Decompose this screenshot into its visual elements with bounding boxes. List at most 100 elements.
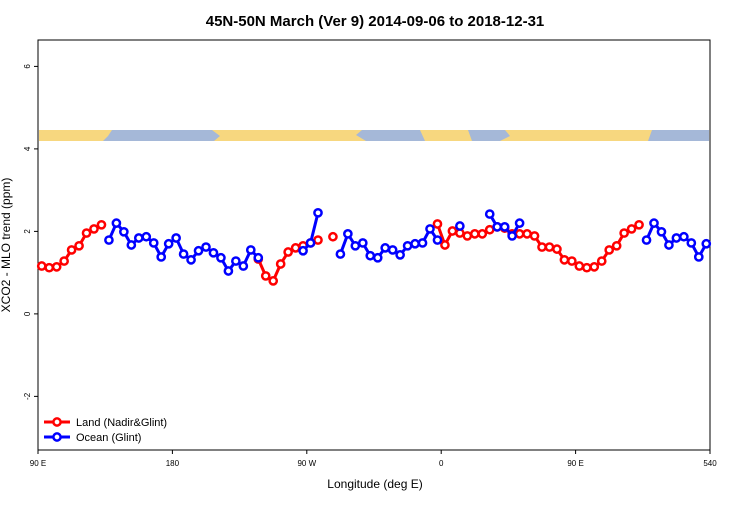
data-point: [380, 243, 391, 253]
data-point: [671, 233, 682, 243]
data-point: [201, 242, 211, 252]
data-point: [440, 240, 450, 250]
data-point: [626, 224, 637, 234]
data-point: [462, 231, 473, 241]
data-point: [499, 222, 510, 232]
data-point: [156, 252, 167, 262]
data-point: [81, 228, 92, 238]
data-point: [559, 254, 570, 265]
chart-title: 45N-50N March (Ver 9) 2014-09-06 to 2018…: [206, 13, 545, 30]
y-axis-title: XCO2 - MLO trend (ppm): [0, 178, 13, 313]
legend-label: Ocean (Glint): [76, 432, 141, 444]
data-point: [133, 233, 144, 243]
data-point: [350, 240, 361, 251]
data-point: [686, 238, 697, 248]
data-point: [104, 235, 114, 245]
x-tick-label: 90 E: [567, 459, 583, 468]
data-point: [171, 233, 181, 243]
data-point: [529, 231, 540, 241]
data-point: [275, 259, 286, 269]
data-point: [313, 235, 323, 245]
data-point: [514, 229, 525, 239]
data-point: [679, 231, 689, 242]
data-point: [604, 245, 615, 255]
data-point: [44, 262, 55, 273]
plot-frame: [37, 39, 711, 451]
legend-marker: [52, 432, 62, 442]
data-point: [290, 243, 301, 253]
data-point: [298, 245, 308, 256]
data-point: [305, 238, 316, 248]
data-point: [111, 218, 122, 228]
data-point: [372, 252, 383, 263]
data-point: [51, 262, 62, 272]
data-point: [656, 226, 667, 237]
data-point: [589, 262, 600, 272]
data-point: [484, 224, 495, 235]
x-tick-label: 90 W: [297, 459, 316, 468]
data-point: [701, 238, 712, 249]
data-point: [395, 250, 405, 260]
data-point: [619, 228, 629, 238]
data-point: [268, 276, 279, 286]
legend-label: Land (Nadir&Glint): [76, 417, 167, 429]
data-point: [425, 224, 435, 234]
data-point: [208, 247, 219, 258]
data-point: [178, 249, 189, 259]
data-point: [387, 245, 398, 255]
data-point: [238, 261, 249, 271]
data-point: [537, 242, 547, 252]
data-point: [649, 218, 659, 228]
y-tick-label: 4: [23, 146, 32, 151]
data-point: [477, 229, 488, 239]
data-point: [634, 219, 644, 230]
data-point: [484, 209, 495, 219]
x-tick-label: 90 E: [30, 459, 46, 468]
data-point: [343, 229, 353, 239]
data-point: [66, 245, 77, 255]
data-point: [36, 261, 47, 271]
x-axis-title: Longitude (deg E): [327, 477, 422, 491]
data-point: [492, 222, 503, 232]
data-point: [410, 238, 420, 249]
y-tick-label: 2: [23, 229, 32, 234]
data-point: [216, 252, 226, 263]
x-tick-label: 180: [166, 459, 180, 468]
data-point: [283, 247, 293, 257]
y-tick-label: 6: [23, 64, 32, 69]
data-point: [335, 249, 346, 259]
data-point: [664, 240, 674, 250]
data-point: [596, 256, 607, 266]
data-point: [432, 219, 443, 229]
data-point: [447, 226, 458, 236]
data-point: [469, 229, 480, 239]
data-point: [455, 221, 465, 231]
data-point: [59, 256, 69, 266]
data-point: [574, 261, 585, 271]
data-point: [402, 240, 413, 251]
y-tick-label: -2: [23, 392, 32, 400]
data-point: [417, 238, 428, 248]
data-point: [119, 226, 129, 237]
data-point: [507, 231, 517, 241]
data-point: [193, 245, 204, 256]
data-point: [544, 242, 555, 252]
x-tick-label: 540: [703, 459, 717, 468]
data-point: [328, 231, 338, 242]
data-point: [186, 254, 196, 265]
data-point: [313, 207, 323, 218]
data-point: [223, 266, 234, 276]
data-point: [581, 262, 592, 273]
data-point: [96, 219, 107, 230]
data-point: [432, 235, 443, 245]
data-point: [693, 252, 704, 262]
data-point: [365, 250, 376, 261]
legend-marker: [52, 417, 62, 427]
data-point: [611, 240, 622, 251]
y-tick-label: 0: [23, 311, 32, 316]
data-point: [89, 224, 99, 234]
data-point: [357, 238, 368, 248]
data-point: [163, 238, 174, 249]
data-point: [141, 231, 152, 242]
